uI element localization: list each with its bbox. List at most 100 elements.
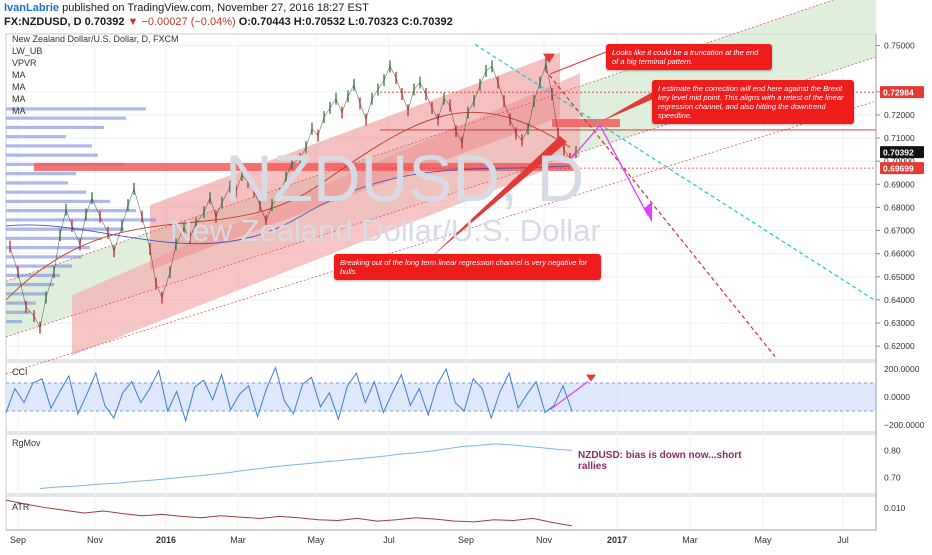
bias-note: NZDUSD: bias is down now...short rallies bbox=[578, 450, 742, 472]
projection-arrowhead bbox=[644, 201, 652, 223]
legend-item-ma-3[interactable]: MA bbox=[12, 82, 26, 92]
price-label-1: 0.70392 bbox=[883, 148, 914, 158]
cci-label[interactable]: CCI bbox=[12, 367, 28, 377]
atr-tick-label-0: 0.010 bbox=[884, 503, 906, 513]
atr-line bbox=[5, 499, 573, 527]
atr-label[interactable]: ATR bbox=[12, 502, 30, 512]
moving-average-long bbox=[5, 165, 571, 245]
x-tick-label-10: May bbox=[754, 535, 772, 545]
x-tick-label-11: Jul bbox=[837, 535, 849, 545]
x-tick-label-2: 2016 bbox=[156, 535, 176, 545]
price-tick-label-7: 0.69000 bbox=[884, 179, 915, 189]
cci-down-arrow bbox=[586, 374, 596, 382]
key-level-band-main bbox=[34, 162, 574, 171]
volume-profile-bar-15 bbox=[6, 246, 90, 250]
volume-profile-bar-22 bbox=[6, 310, 30, 314]
projection-path bbox=[571, 124, 649, 216]
volume-profile-bar-8 bbox=[6, 181, 68, 185]
down-arrow-icon: ▼ bbox=[127, 16, 139, 28]
price-tick-label-10: 0.72000 bbox=[884, 110, 915, 120]
volume-profile-bar-5 bbox=[6, 153, 98, 157]
x-tick-label-5: Jul bbox=[383, 535, 395, 545]
volume-profile-bar-2 bbox=[6, 125, 104, 129]
price-tick-label-1: 0.63000 bbox=[884, 318, 915, 328]
price-line bbox=[9, 62, 577, 329]
symbol-line: FX:NZDUSD, D 0.70392 ▼ −0.00027 (−0.04%)… bbox=[4, 16, 453, 28]
rgmov-line bbox=[39, 443, 573, 490]
cci-tick-label-1: 0.0000 bbox=[884, 392, 910, 402]
x-tick-label-4: May bbox=[307, 535, 325, 545]
rgmov-label[interactable]: RgMov bbox=[12, 438, 41, 448]
volume-profile-bar-23 bbox=[6, 320, 22, 324]
price-tick-label-2: 0.64000 bbox=[884, 295, 915, 305]
price-label-0: 0.72984 bbox=[883, 88, 914, 98]
cci-tick-label-0: 200.0000 bbox=[884, 364, 920, 374]
price-tick-label-9: 0.71000 bbox=[884, 133, 915, 143]
callout-pointer-breakout bbox=[430, 136, 567, 258]
published-text: published on TradingView.com, November 2… bbox=[62, 2, 369, 14]
legend-item-lw-ub-0[interactable]: LW_UB bbox=[12, 46, 43, 56]
x-tick-label-9: Mar bbox=[682, 535, 698, 545]
legend-item-vpvr-1[interactable]: VPVR bbox=[12, 58, 37, 68]
chart-title: New Zealand Dollar/U.S. Dollar, D, FXCM bbox=[12, 34, 179, 44]
price-tick-label-8: 0.70000 bbox=[884, 156, 915, 166]
x-tick-label-0: Sep bbox=[10, 535, 26, 545]
callout-correction: I estimate the correction will end here … bbox=[652, 80, 854, 124]
ohlc-values: O:0.70443 H:0.70532 L:0.70323 C:0.70392 bbox=[238, 16, 453, 28]
x-tick-label-3: Mar bbox=[230, 535, 246, 545]
volume-profile-bar-12 bbox=[6, 218, 156, 222]
price-label-bg-1 bbox=[880, 146, 924, 159]
price-tick-label-6: 0.68000 bbox=[884, 202, 915, 212]
down-arrow-marker-price bbox=[543, 53, 555, 63]
price-change: −0.00027 (−0.04%) bbox=[141, 16, 236, 28]
indicator-legend[interactable]: LW_UB VPVR MA MA MA MA bbox=[12, 45, 42, 117]
volume-profile-bar-19 bbox=[6, 283, 54, 287]
volume-profile-bar-4 bbox=[6, 144, 92, 148]
volume-profile-bar-17 bbox=[6, 264, 72, 268]
volume-profile-bar-7 bbox=[6, 172, 76, 176]
legend-item-ma-5[interactable]: MA bbox=[12, 106, 26, 116]
volume-profile-bar-3 bbox=[6, 135, 66, 139]
cci-band bbox=[6, 383, 876, 411]
rgmov-tick-label-1: 0.70 bbox=[884, 473, 901, 483]
x-tick-label-1: Nov bbox=[87, 535, 104, 545]
volume-profile-bar-14 bbox=[6, 236, 102, 240]
volume-profile-bar-13 bbox=[6, 227, 124, 231]
callout-pointer-truncation bbox=[549, 51, 607, 75]
volume-profile-bar-9 bbox=[6, 190, 86, 194]
regression-channel-inner bbox=[150, 52, 560, 270]
legend-item-ma-2[interactable]: MA bbox=[12, 70, 26, 80]
volume-profile-bar-16 bbox=[6, 255, 82, 259]
pane-frame-3 bbox=[5, 495, 877, 531]
price-label-2: 0.69699 bbox=[883, 164, 914, 174]
volume-profile-bar-0 bbox=[6, 107, 146, 111]
volume-profile-bar-10 bbox=[6, 199, 110, 203]
pane-frame-2 bbox=[5, 433, 877, 495]
legend-item-ma-4[interactable]: MA bbox=[12, 94, 26, 104]
price-tick-label-3: 0.65000 bbox=[884, 272, 915, 282]
watermark-name: New Zealand Dollar/U.S. Dollar bbox=[170, 213, 601, 248]
downtrend-red-dashed bbox=[544, 69, 776, 357]
cci-line bbox=[5, 366, 573, 423]
callout-pointer-correction bbox=[600, 90, 660, 122]
price-tick-label-0: 0.62000 bbox=[884, 341, 915, 351]
callout-breakout: Breaking out of the long term linear reg… bbox=[334, 254, 601, 280]
symbol-name: FX:NZDUSD, D bbox=[4, 16, 82, 28]
downtrend-speedline bbox=[474, 43, 877, 302]
price-tick-label-4: 0.66000 bbox=[884, 249, 915, 259]
moving-average-mid bbox=[5, 111, 571, 301]
x-tick-label-7: Nov bbox=[536, 535, 553, 545]
x-tick-label-8: 2017 bbox=[607, 535, 627, 545]
price-label-bg-0 bbox=[880, 86, 924, 99]
volume-profile-bar-21 bbox=[6, 301, 36, 305]
price-tick-label-5: 0.67000 bbox=[884, 226, 915, 236]
rgmov-tick-label-0: 0.80 bbox=[884, 445, 901, 455]
last-price: 0.70392 bbox=[84, 16, 125, 28]
volume-profile-bar-20 bbox=[6, 292, 46, 296]
cci-projection bbox=[549, 381, 589, 411]
volume-profile-bar-11 bbox=[6, 209, 136, 213]
watermark-symbol: NZDUSD, D bbox=[225, 141, 585, 215]
author-link[interactable]: IvanLabrie bbox=[4, 2, 60, 14]
channel-dotted-1 bbox=[5, 0, 835, 282]
